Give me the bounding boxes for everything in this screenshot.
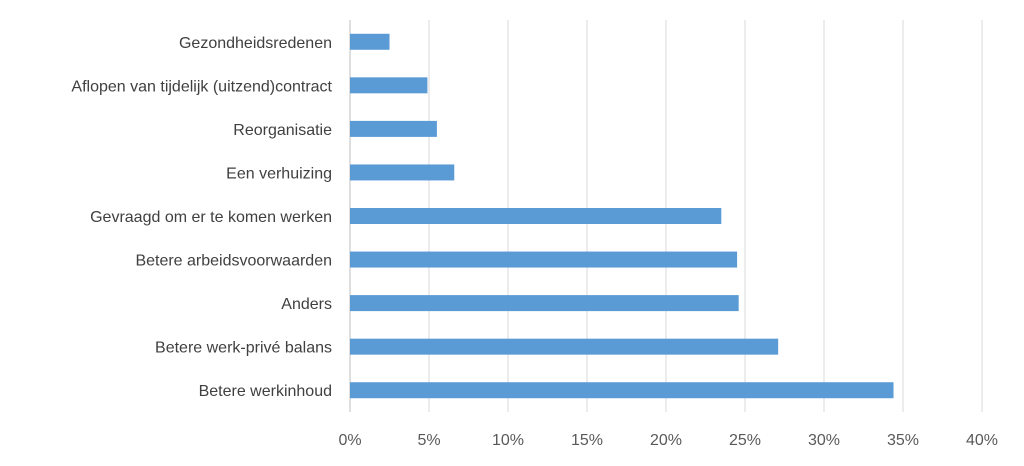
category-label: Reorganisatie (233, 122, 332, 139)
x-tick-label: 20% (650, 432, 682, 449)
bar (350, 77, 428, 94)
bar (350, 295, 739, 312)
bar (350, 251, 738, 268)
category-label: Een verhuizing (226, 165, 332, 182)
x-tick-label: 30% (808, 432, 840, 449)
x-tick-label: 5% (417, 432, 440, 449)
bars (350, 33, 894, 399)
x-tick-label: 35% (887, 432, 919, 449)
bar (350, 338, 779, 355)
x-tick-label: 25% (729, 432, 761, 449)
x-tick-label: 40% (966, 432, 998, 449)
x-tick-label: 0% (338, 432, 361, 449)
x-tick-label: 15% (571, 432, 603, 449)
category-labels: Gezondheidsredenen Aflopen van tijdelijk … (71, 35, 332, 400)
bar (350, 33, 390, 50)
bar (350, 208, 722, 224)
bar (350, 382, 894, 399)
category-label: Betere arbeidsvoorwaarden (135, 253, 332, 270)
category-label: Aflopen van tijdelijk (uitzend)contract (71, 78, 332, 95)
category-label: Anders (281, 296, 332, 313)
category-label: Gevraagd om er te komen werken (90, 209, 332, 226)
category-label: Gezondheidsredenen (179, 35, 332, 52)
x-tick-labels: 0% 5% 10% 15% 20% 25% 30% 35% 40% (338, 432, 998, 449)
bar (350, 120, 437, 137)
bar (350, 164, 455, 181)
x-tick-label: 10% (492, 432, 524, 449)
category-label: Betere werkinhoud (199, 383, 332, 400)
category-label: Betere werk-privé balans (155, 340, 332, 357)
